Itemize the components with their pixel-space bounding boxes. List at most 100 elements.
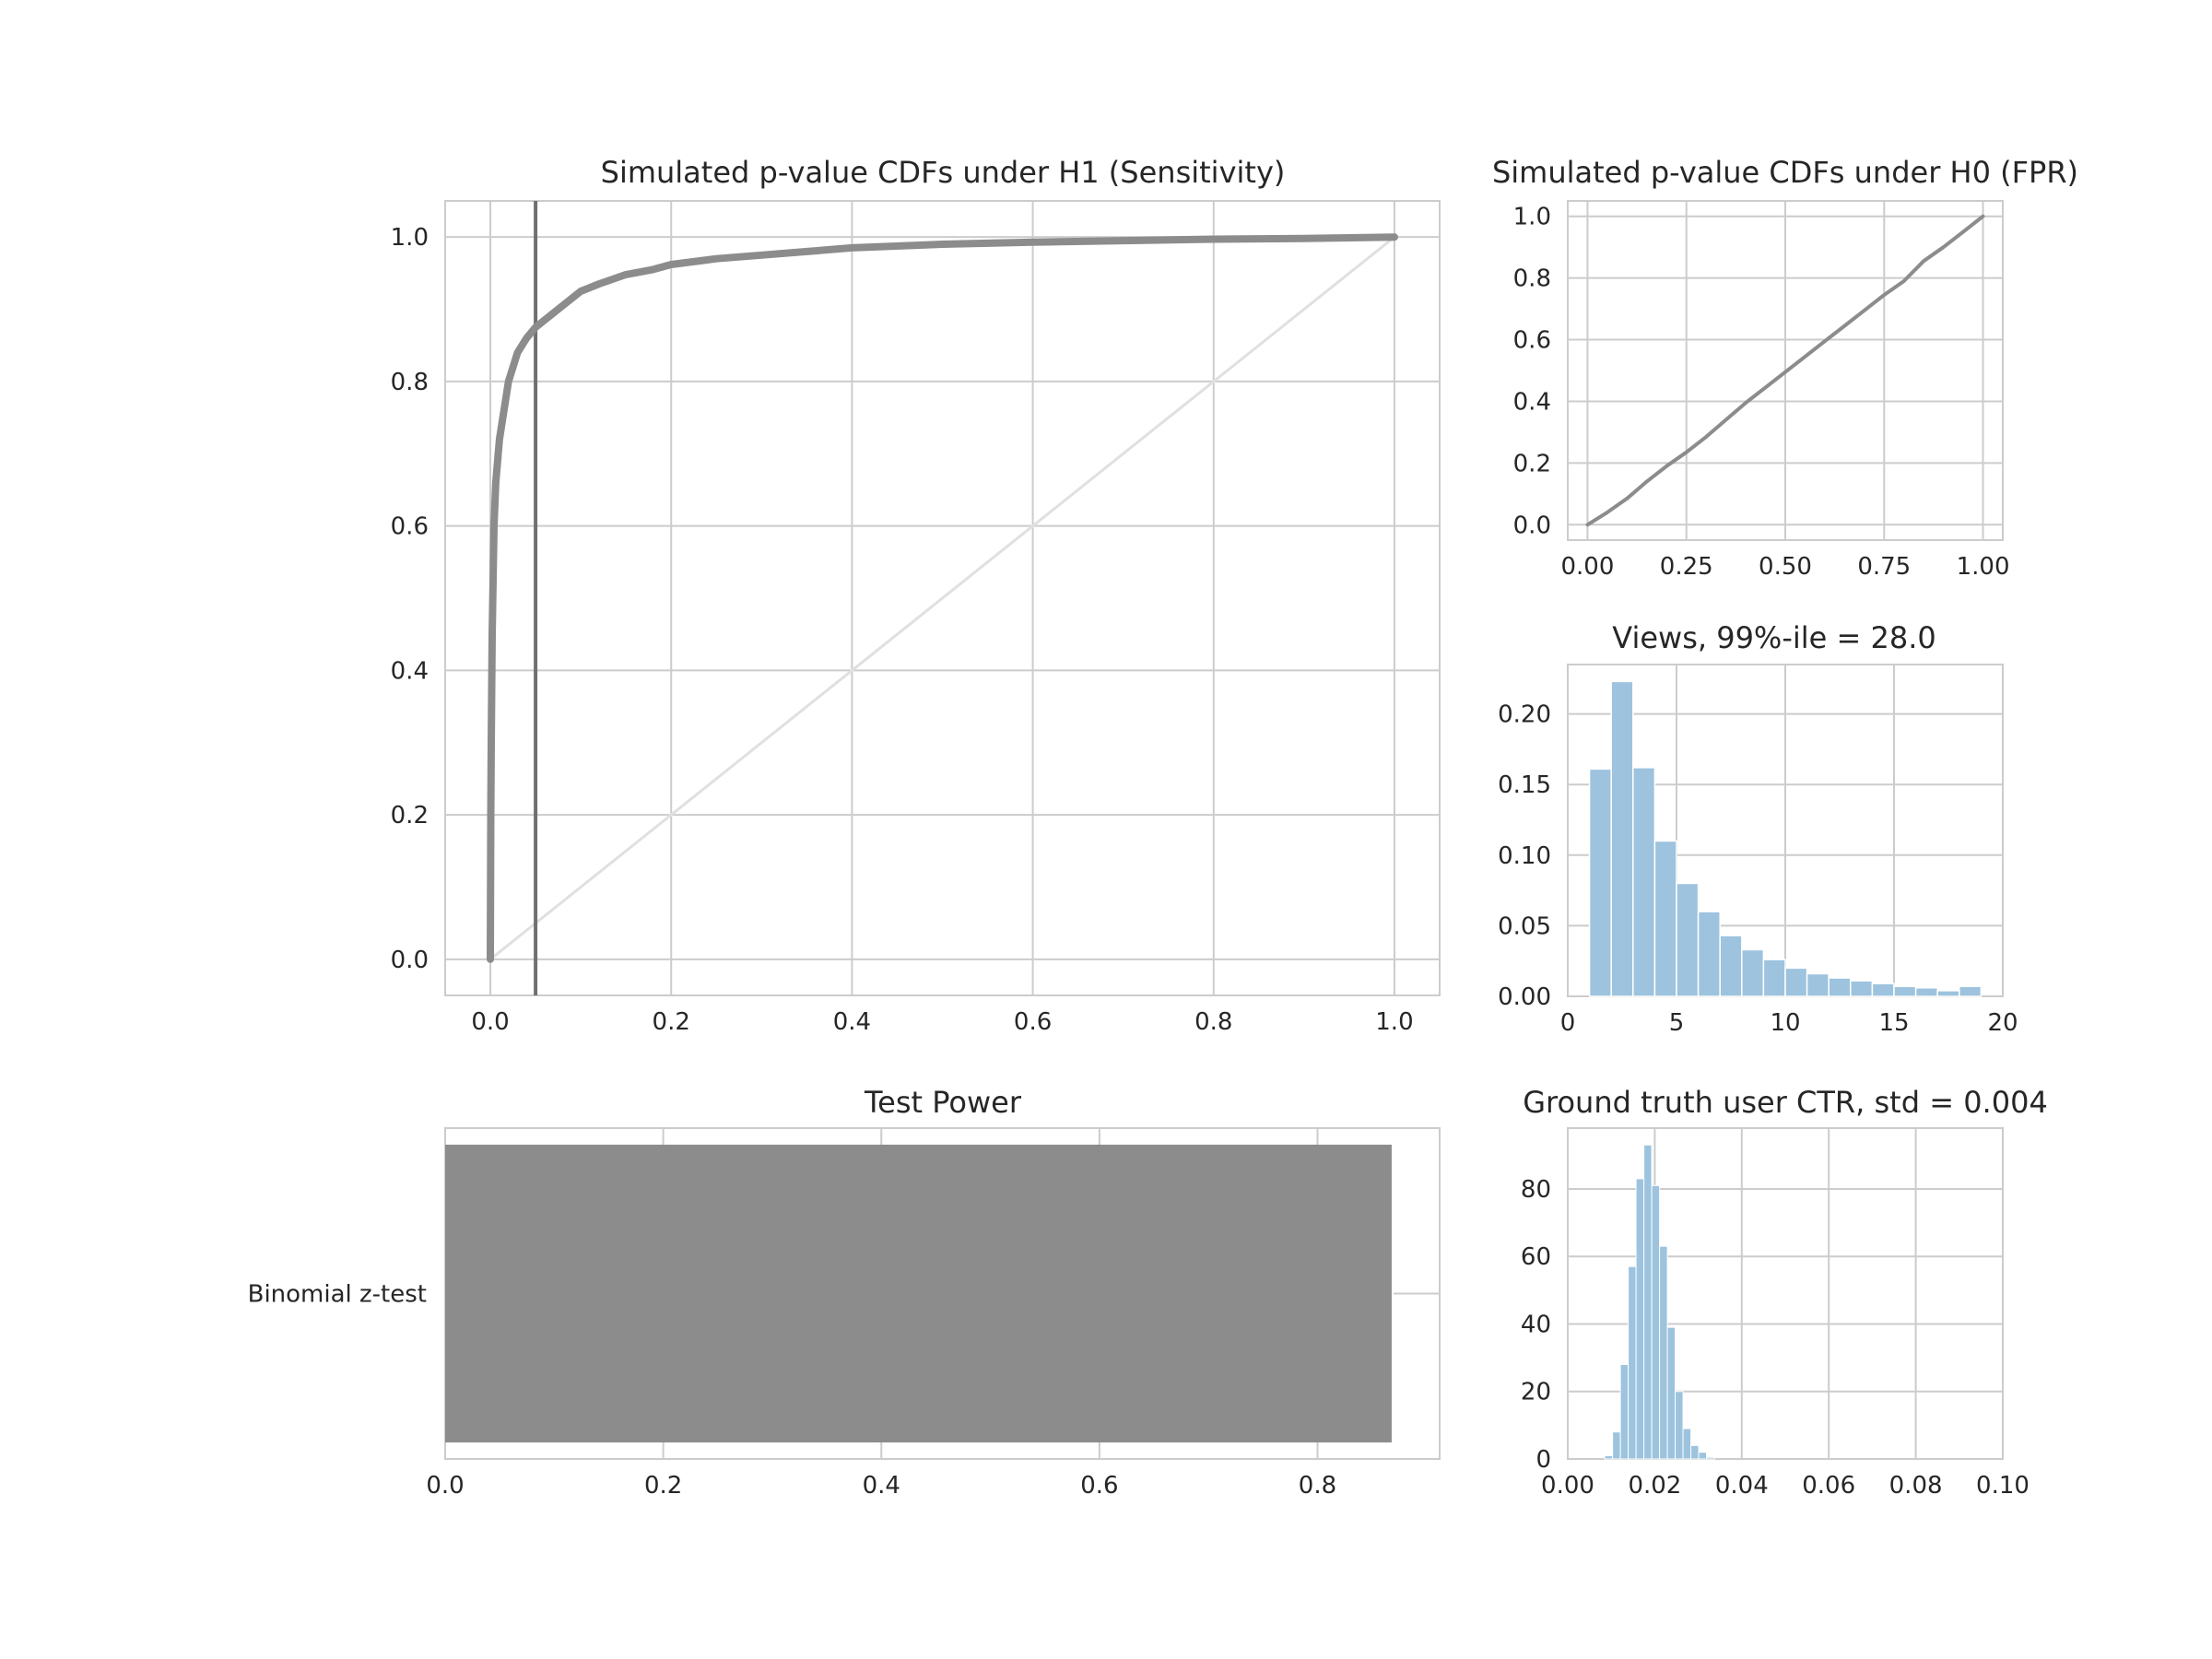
test-power-chart-title: Test Power xyxy=(864,1085,1022,1120)
views-x-tick-label: 5 xyxy=(1669,1009,1685,1037)
power-x-tick-label: 0.2 xyxy=(644,1472,682,1500)
views-histogram-bar xyxy=(1893,985,1917,997)
sensitivity-y-tick-label: 0.0 xyxy=(391,947,429,974)
ctr-histogram-bar xyxy=(1612,1431,1621,1460)
views-x-tick-label: 15 xyxy=(1878,1009,1909,1037)
fpr-y-tick-label: 0.4 xyxy=(1513,388,1551,416)
fpr-y-tick-label: 0.2 xyxy=(1513,450,1551,477)
views-y-tick-label: 0.15 xyxy=(1498,771,1551,799)
views-x-tick-label: 10 xyxy=(1770,1009,1800,1037)
sensitivity-x-tick-label: 0.6 xyxy=(1014,1008,1052,1036)
views-y-tick-label: 0.10 xyxy=(1498,842,1551,870)
fpr-x-tick-label: 0.00 xyxy=(1561,553,1615,581)
ctr-y-tick-label: 40 xyxy=(1521,1311,1551,1338)
views-histogram-bar xyxy=(1871,982,1895,997)
fpr-y-tick-label: 0.6 xyxy=(1513,327,1551,355)
fpr-chart-title: Simulated p-value CDFs under H0 (FPR) xyxy=(1492,155,2078,190)
ctr-histogram-bar xyxy=(1682,1428,1692,1460)
ctr-histogram-bar xyxy=(1619,1363,1630,1460)
fpr-x-tick-label: 0.75 xyxy=(1857,553,1911,581)
ctr-histogram-bar xyxy=(1659,1245,1668,1460)
power-x-tick-label: 0.6 xyxy=(1080,1472,1118,1500)
fpr-chart: Simulated p-value CDFs under H0 (FPR) 0.… xyxy=(1492,155,2078,581)
sensitivity-y-tick-label: 0.6 xyxy=(391,513,429,541)
views-histogram-bar xyxy=(1914,987,1938,997)
power-x-tick-label: 0.8 xyxy=(1299,1472,1336,1500)
ctr-y-tick-label: 80 xyxy=(1521,1176,1551,1204)
sensitivity-frame xyxy=(444,200,1441,996)
ctr-x-tick-label: 0.00 xyxy=(1541,1472,1594,1500)
ctr-x-tick-label: 0.10 xyxy=(1976,1472,2030,1500)
ctr-x-tick-label: 0.06 xyxy=(1802,1472,1855,1500)
views-histogram-bar xyxy=(1719,935,1743,997)
fpr-frame xyxy=(1567,200,2004,541)
ctr-x-tick-label: 0.02 xyxy=(1628,1472,1681,1500)
views-x-tick-label: 20 xyxy=(1987,1009,2018,1037)
power-category-label: Binomial z-test xyxy=(248,1281,427,1309)
sensitivity-chart: Simulated p-value CDFs under H1 (Sensiti… xyxy=(391,155,1441,1036)
power-bar xyxy=(445,1144,1392,1443)
ctr-histogram-bar xyxy=(1690,1444,1700,1460)
sensitivity-cdf-line xyxy=(487,233,1398,963)
fpr-x-tick-label: 1.00 xyxy=(1957,553,2010,581)
ctr-histogram: Ground truth user CTR, std = 0.004 0.00 0… xyxy=(1521,1085,2048,1500)
power-x-tick-label: 0.4 xyxy=(863,1472,900,1500)
views-x-tick-label: 0 xyxy=(1560,1009,1576,1037)
ctr-histogram-bar xyxy=(1666,1326,1677,1460)
fpr-y-tick-label: 0.8 xyxy=(1513,265,1551,293)
ctr-frame xyxy=(1567,1127,2004,1460)
ctr-histogram-bar xyxy=(1675,1391,1684,1460)
views-y-tick-label: 0.05 xyxy=(1498,912,1551,940)
power-x-tick-label: 0.0 xyxy=(426,1472,464,1500)
sensitivity-y-tick-label: 0.8 xyxy=(391,369,429,396)
ctr-histogram-bar xyxy=(1706,1456,1715,1460)
fpr-y-tick-label: 0.0 xyxy=(1513,512,1551,539)
sensitivity-y-tick-label: 0.2 xyxy=(391,802,429,830)
ctr-histogram-bar xyxy=(1698,1452,1708,1460)
views-histogram-bar xyxy=(1762,959,1786,997)
sensitivity-x-tick-label: 0.0 xyxy=(471,1008,509,1036)
views-histogram-bar xyxy=(1936,990,1960,997)
ctr-histogram-bar xyxy=(1643,1144,1653,1460)
ctr-histogram-bar xyxy=(1604,1454,1614,1460)
views-histogram-bar xyxy=(1632,767,1656,997)
sensitivity-x-tick-label: 1.0 xyxy=(1375,1008,1413,1036)
views-y-tick-label: 0.00 xyxy=(1498,983,1551,1011)
ctr-x-tick-label: 0.08 xyxy=(1889,1472,1943,1500)
test-power-chart: Test Power 0.0 0.2 0.4 0.6 0.8 Binomial z-tes… xyxy=(248,1085,1441,1500)
ctr-y-tick-label: 20 xyxy=(1521,1379,1551,1406)
ctr-histogram-bar xyxy=(1635,1178,1645,1460)
ctr-histogram-bar xyxy=(1628,1265,1637,1460)
sensitivity-x-tick-label: 0.2 xyxy=(653,1008,690,1036)
sensitivity-y-tick-label: 0.4 xyxy=(391,657,429,685)
sensitivity-diagonal-reference-line xyxy=(489,236,1395,960)
views-histogram: Views, 99%-ile = 28.0 0 5 10 15 20 0.00 0.05 0.… xyxy=(1498,620,2018,1037)
fpr-y-tick-label: 1.0 xyxy=(1513,204,1551,231)
views-histogram-bar xyxy=(1806,972,1830,997)
sensitivity-y-tick-label: 1.0 xyxy=(391,224,429,252)
views-histogram-bar xyxy=(1784,967,1808,997)
fpr-cdf-line xyxy=(1585,214,1985,527)
views-y-tick-label: 0.20 xyxy=(1498,701,1551,729)
ctr-histogram-title: Ground truth user CTR, std = 0.004 xyxy=(1523,1085,2048,1120)
views-histogram-bar xyxy=(1741,948,1765,997)
views-histogram-title: Views, 99%-ile = 28.0 xyxy=(1612,620,1936,655)
views-histogram-bar xyxy=(1850,980,1874,997)
sensitivity-x-tick-label: 0.8 xyxy=(1194,1008,1232,1036)
views-histogram-bar xyxy=(1697,911,1721,997)
views-histogram-bar xyxy=(1959,985,1983,997)
fpr-x-tick-label: 0.25 xyxy=(1660,553,1713,581)
views-histogram-bar xyxy=(1653,840,1677,997)
sensitivity-x-tick-label: 0.4 xyxy=(833,1008,871,1036)
ctr-y-tick-label: 60 xyxy=(1521,1243,1551,1271)
sensitivity-chart-title: Simulated p-value CDFs under H1 (Sensiti… xyxy=(601,155,1286,190)
ctr-x-tick-label: 0.04 xyxy=(1715,1472,1769,1500)
views-histogram-bar xyxy=(1676,882,1700,997)
ctr-y-tick-label: 0 xyxy=(1535,1446,1551,1474)
ctr-histogram-bar xyxy=(1651,1184,1661,1460)
views-histogram-bar xyxy=(1828,977,1852,997)
fpr-x-tick-label: 0.50 xyxy=(1759,553,1812,581)
views-histogram-bar xyxy=(1588,768,1612,997)
views-histogram-bar xyxy=(1610,680,1634,997)
